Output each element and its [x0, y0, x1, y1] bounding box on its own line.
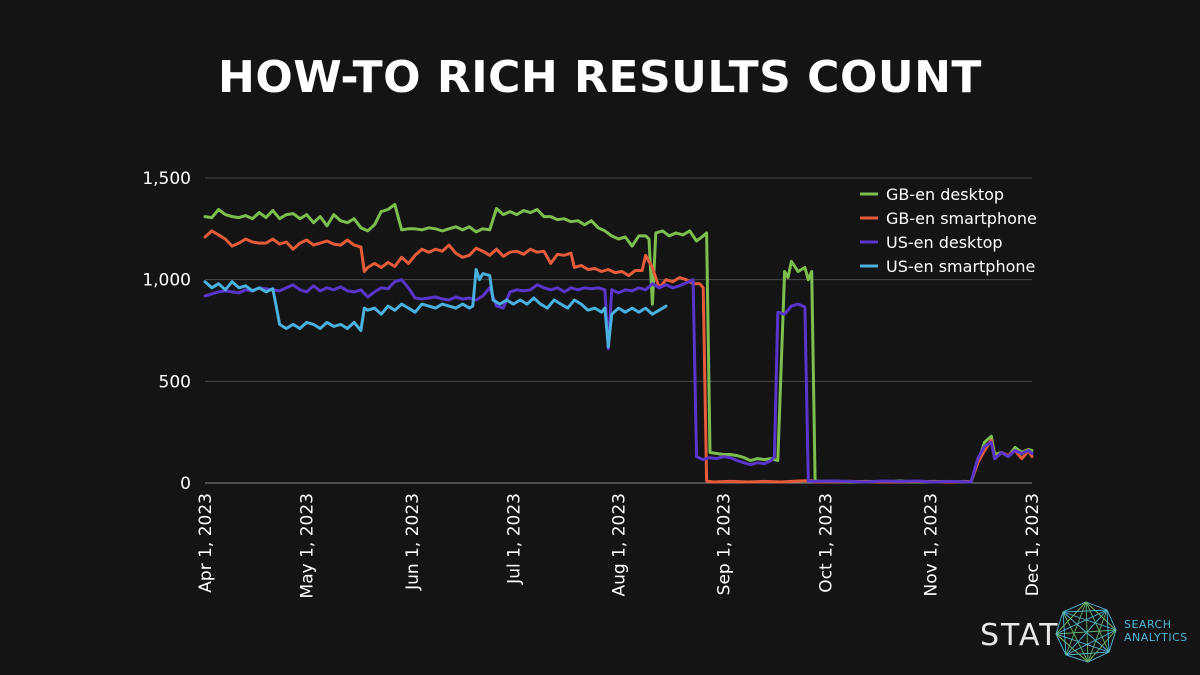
legend: GB-en desktop GB-en smartphone US-en deskt…	[860, 185, 1037, 276]
y-tick-label: 1,500	[142, 169, 191, 189]
y-axis-tick-labels: 0 500 1,000 1,500	[142, 169, 191, 494]
logo-subtitle-line1: SEARCH	[1124, 618, 1172, 631]
series-lines	[203, 202, 1034, 484]
stat-search-analytics-logo: STAT SEARCH ANALYTICS	[980, 598, 1187, 668]
y-tick-label: 1,000	[142, 271, 191, 291]
logo-brand-text: STAT	[980, 618, 1060, 653]
logo-subtitle: SEARCH ANALYTICS	[1124, 618, 1188, 644]
y-tick-label: 500	[159, 372, 191, 392]
x-tick-label: Dec 1, 2023	[1023, 493, 1043, 596]
x-axis-tick-labels: Apr 1, 2023 May 1, 2023 Jun 1, 2023 Jul 1, …	[196, 493, 1043, 598]
series-line-us-en-desktop	[203, 278, 1034, 484]
x-tick-label: Nov 1, 2023	[921, 493, 941, 596]
x-tick-label: Apr 1, 2023	[196, 493, 216, 593]
chart-title: HOW-TO RICH RESULTS COUNT	[218, 52, 982, 103]
x-tick-label: Jun 1, 2023	[403, 493, 423, 591]
legend-label: US-en desktop	[886, 233, 1003, 252]
series-line-gb-en-smartphone	[203, 229, 1034, 484]
x-tick-label: May 1, 2023	[298, 493, 318, 598]
legend-label: GB-en desktop	[886, 185, 1004, 204]
globe-network-icon	[1055, 601, 1117, 663]
y-tick-label: 0	[180, 474, 191, 494]
x-tick-label: Sep 1, 2023	[715, 493, 735, 595]
legend-label: GB-en smartphone	[886, 209, 1037, 228]
x-tick-label: Oct 1, 2023	[816, 493, 836, 593]
x-tick-label: Jul 1, 2023	[504, 493, 524, 585]
x-tick-label: Aug 1, 2023	[610, 493, 630, 597]
legend-label: US-en smartphone	[886, 257, 1035, 276]
logo-subtitle-line2: ANALYTICS	[1124, 631, 1188, 644]
series-line-us-en-smartphone	[203, 268, 668, 349]
